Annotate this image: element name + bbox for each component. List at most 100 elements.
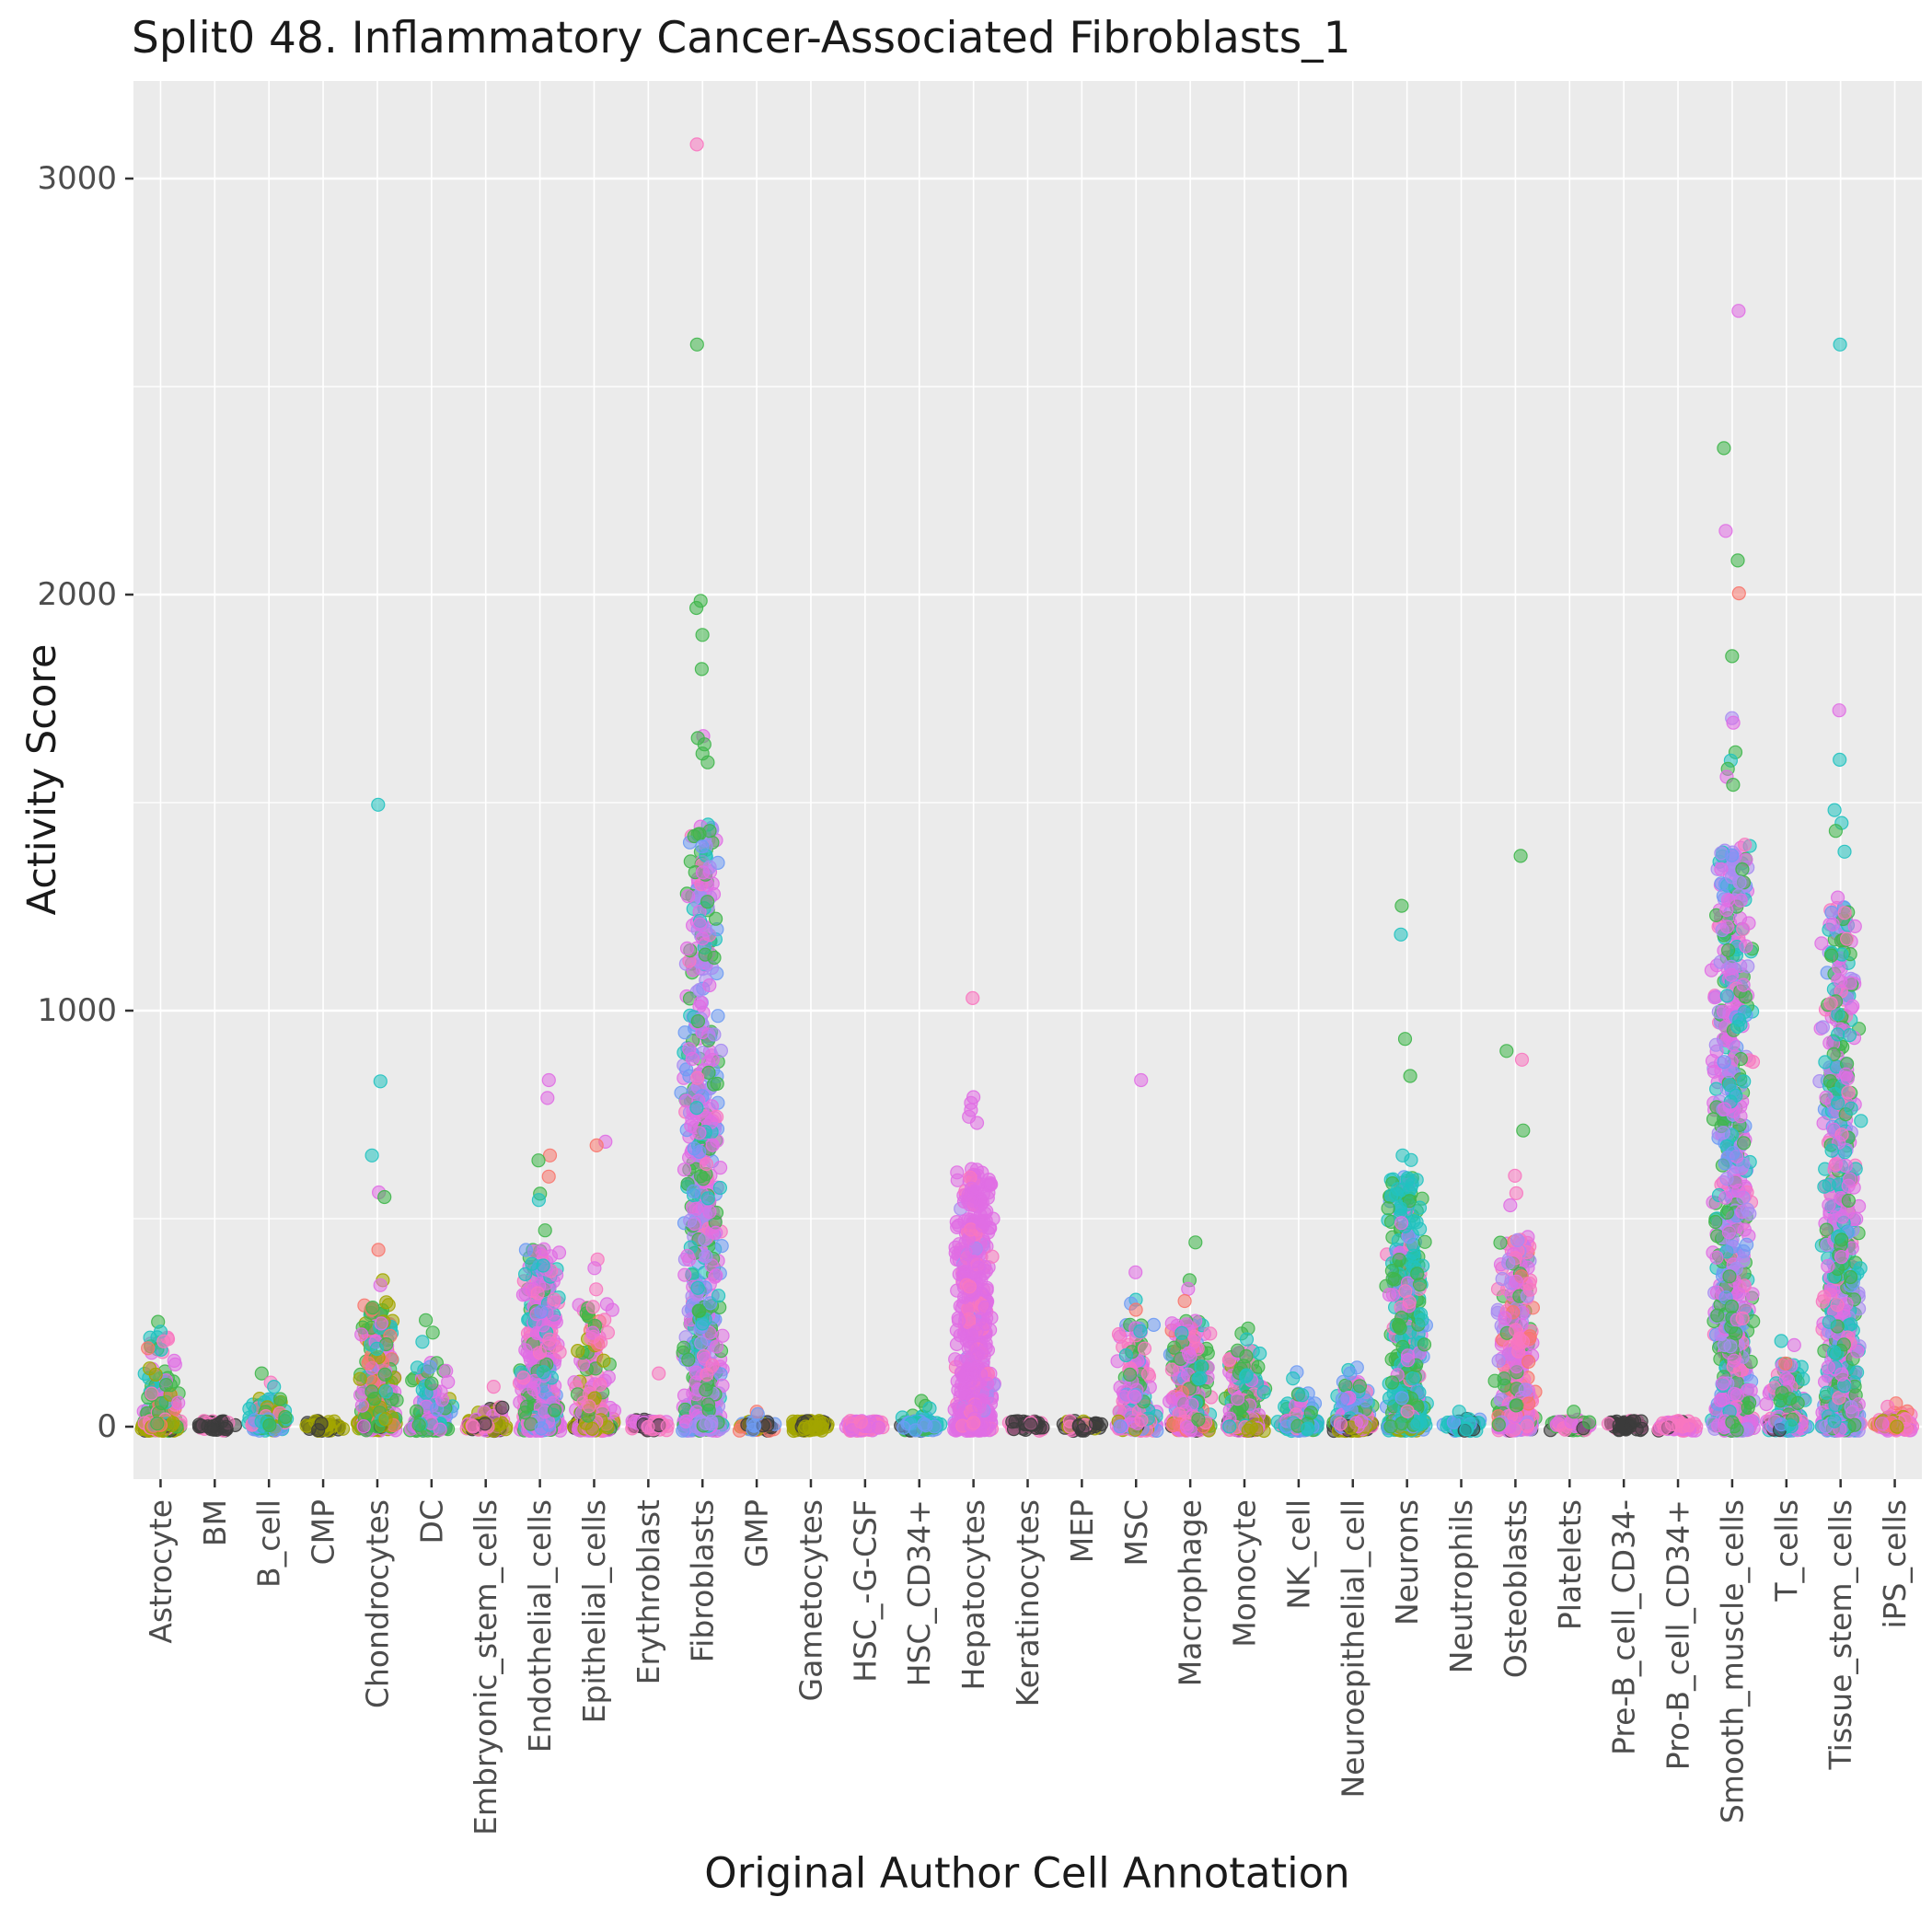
data-point <box>434 1393 450 1407</box>
data-point <box>518 1243 534 1257</box>
data-point <box>704 1417 719 1431</box>
data-point <box>660 1418 675 1433</box>
data-point <box>961 1301 976 1316</box>
data-point <box>371 1243 386 1257</box>
x-tick-label: Endothelial_cells <box>522 1499 558 1753</box>
data-point <box>536 1258 550 1273</box>
data-point <box>688 600 704 616</box>
data-point <box>158 1377 174 1393</box>
data-point <box>1188 1235 1203 1250</box>
data-point <box>709 1225 723 1241</box>
data-point <box>695 839 710 854</box>
x-tick-label: Chondrocytes <box>359 1499 395 1708</box>
data-point <box>964 1181 979 1196</box>
data-point <box>641 1419 655 1435</box>
data-point <box>587 1261 602 1276</box>
data-point <box>711 1289 726 1303</box>
data-point <box>853 1415 868 1429</box>
data-point <box>536 1318 550 1333</box>
data-point <box>354 1327 369 1342</box>
data-point <box>596 1353 611 1368</box>
data-point <box>954 1366 969 1381</box>
data-point <box>1186 1329 1202 1345</box>
data-point <box>272 1392 288 1406</box>
data-point <box>541 1072 556 1088</box>
x-tick-label: NK_cell <box>1280 1499 1316 1610</box>
data-point <box>540 1091 555 1105</box>
data-point <box>979 1282 994 1298</box>
data-point <box>1071 1418 1086 1434</box>
data-point <box>531 1153 546 1168</box>
x-tick-label: Platelets <box>1552 1499 1588 1630</box>
data-point <box>700 1191 715 1206</box>
data-point <box>962 1279 977 1294</box>
data-point <box>410 1360 424 1375</box>
data-point <box>1179 1419 1195 1435</box>
data-point <box>690 1013 706 1029</box>
data-point <box>365 1300 380 1315</box>
data-point <box>242 1401 257 1417</box>
data-point <box>677 1025 692 1040</box>
data-point <box>495 1400 510 1415</box>
data-point <box>515 1288 531 1302</box>
x-tick-label: Fibroblasts <box>685 1499 721 1662</box>
data-point <box>531 1193 547 1208</box>
x-tick-label: Neurons <box>1389 1499 1425 1625</box>
x-tick-label: HSC_CD34+ <box>901 1499 937 1686</box>
data-point <box>526 1382 541 1397</box>
data-point <box>969 1116 985 1130</box>
data-point <box>950 1165 965 1180</box>
data-point <box>542 1332 557 1347</box>
data-point <box>582 1399 596 1414</box>
data-point <box>964 1327 978 1343</box>
data-point <box>1193 1371 1208 1385</box>
data-point <box>1005 1414 1020 1429</box>
data-point <box>966 990 980 1006</box>
data-point <box>692 1126 707 1140</box>
x-tick-label: Keratinocytes <box>1010 1499 1046 1706</box>
data-point <box>1134 1413 1149 1428</box>
data-point <box>700 1367 714 1382</box>
data-point <box>262 1417 277 1433</box>
data-point <box>695 865 711 880</box>
data-point <box>1203 1326 1218 1341</box>
data-point <box>922 1401 937 1416</box>
data-point <box>379 1295 394 1310</box>
data-point <box>692 1303 707 1318</box>
data-point <box>422 1359 437 1374</box>
data-point <box>206 1422 221 1437</box>
data-point <box>681 1352 696 1367</box>
data-point <box>311 1423 326 1438</box>
data-point <box>377 1367 392 1382</box>
data-point <box>171 1395 186 1410</box>
data-point <box>532 1346 548 1360</box>
data-point <box>536 1365 551 1380</box>
data-point <box>958 1244 973 1260</box>
data-point <box>593 1335 608 1350</box>
data-point <box>486 1379 501 1394</box>
data-point <box>364 1148 379 1163</box>
data-point <box>156 1334 171 1348</box>
data-point <box>378 1384 393 1399</box>
data-point <box>143 1361 157 1376</box>
data-point <box>585 1300 600 1314</box>
data-point <box>593 1377 607 1393</box>
data-point <box>589 1138 604 1153</box>
data-point <box>478 1417 492 1431</box>
data-point <box>710 1076 724 1092</box>
data-point <box>680 1248 695 1264</box>
data-point <box>1181 1346 1197 1360</box>
data-point <box>677 1163 692 1177</box>
data-point <box>516 1371 531 1385</box>
data-point <box>966 1416 981 1430</box>
data-point <box>267 1379 282 1394</box>
data-point <box>692 917 708 931</box>
data-point <box>589 1282 604 1297</box>
x-tick-label: Erythroblast <box>631 1499 666 1684</box>
data-point <box>714 1238 729 1254</box>
data-point <box>538 1223 552 1238</box>
data-point <box>652 1366 666 1381</box>
data-point <box>698 947 712 962</box>
data-point <box>374 1316 388 1331</box>
